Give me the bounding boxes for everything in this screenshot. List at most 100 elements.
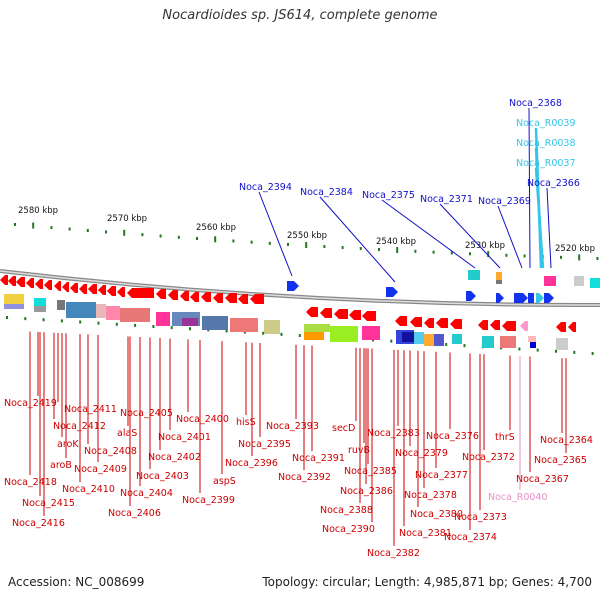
gene-label[interactable]: Noca_2392 [278, 472, 331, 483]
gene-label[interactable]: Noca_2412 [53, 421, 106, 432]
gene-label[interactable]: Noca_2383 [367, 428, 420, 439]
gene-label[interactable]: Noca_2379 [395, 448, 448, 459]
gene-label[interactable]: Noca_2382 [367, 548, 420, 559]
domain-box[interactable] [57, 300, 65, 310]
domain-box[interactable] [402, 332, 414, 342]
gene-label[interactable]: Noca_2372 [462, 452, 515, 463]
gene-arrow[interactable] [117, 287, 125, 297]
gene-label[interactable]: Noca_2410 [62, 484, 115, 495]
gene-arrow[interactable] [502, 321, 516, 331]
domain-box[interactable] [34, 298, 46, 308]
domain-box[interactable] [482, 336, 494, 348]
domain-box[interactable] [574, 276, 584, 286]
domain-box[interactable] [120, 308, 150, 322]
gene-label[interactable]: Noca_2365 [534, 455, 587, 466]
gene-arrow[interactable] [16, 277, 25, 287]
gene-arrow[interactable] [98, 285, 106, 295]
gene-arrow[interactable] [127, 288, 154, 298]
gene-label[interactable]: Noca_2366 [527, 178, 580, 189]
gene-arrow[interactable] [395, 316, 407, 326]
gene-arrow[interactable] [26, 278, 34, 288]
domain-box[interactable] [230, 318, 258, 332]
gene-label[interactable]: secD [332, 423, 355, 434]
gene-label[interactable]: Noca_2409 [74, 464, 127, 475]
gene-arrow[interactable] [180, 291, 189, 301]
gene-arrow[interactable] [88, 284, 97, 294]
gene-label[interactable]: Noca_R0040 [488, 492, 548, 503]
gene-label[interactable]: Noca_2373 [454, 512, 507, 523]
gene-label[interactable]: Noca_2385 [344, 466, 397, 477]
gene-label[interactable]: ruvB [348, 445, 370, 456]
gene-labels[interactable]: Noca_2368 Noca_R0039 Noca_R0038 Noca_R0037 N… [4, 98, 593, 559]
domain-box[interactable] [434, 334, 444, 346]
gene-label[interactable]: Noca_2406 [108, 508, 161, 519]
gene-arrow[interactable] [496, 293, 504, 303]
gene-arrow[interactable] [44, 280, 52, 290]
gene-arrow[interactable] [0, 275, 8, 285]
domain-box[interactable] [590, 278, 600, 288]
domain-box[interactable] [500, 336, 516, 348]
domain-box[interactable] [468, 270, 480, 280]
gene-label[interactable]: Noca_2393 [266, 421, 319, 432]
gene-arrow[interactable] [250, 294, 264, 304]
rna-arrow[interactable] [520, 321, 528, 331]
domain-box[interactable] [4, 304, 24, 309]
gene-label[interactable]: Noca_2415 [22, 498, 75, 509]
domain-box[interactable] [452, 334, 462, 344]
gene-label[interactable]: Noca_2390 [322, 524, 375, 535]
gene-arrow[interactable] [544, 293, 554, 303]
gene-label[interactable]: Noca_2396 [225, 458, 278, 469]
gene-label[interactable]: Noca_2399 [182, 495, 235, 506]
gene-arrow[interactable] [62, 282, 69, 292]
domain-box[interactable] [496, 280, 502, 284]
gene-arrow[interactable] [70, 283, 78, 293]
rna-arrow[interactable] [536, 293, 544, 303]
gene-arrow[interactable] [424, 318, 434, 328]
domain-box[interactable] [544, 276, 556, 286]
domain-box[interactable] [304, 324, 330, 332]
gene-label[interactable]: aroK [57, 439, 79, 450]
gene-label[interactable]: Noca_2402 [148, 452, 201, 463]
gene-arrow[interactable] [514, 293, 520, 303]
gene-arrow[interactable] [466, 291, 476, 301]
gene-arrow[interactable] [201, 292, 211, 302]
domain-box[interactable] [424, 334, 434, 346]
gene-label[interactable]: Noca_2371 [420, 194, 473, 205]
domain-box[interactable] [556, 338, 568, 350]
gene-arrow[interactable] [156, 289, 166, 299]
domain-box[interactable] [34, 306, 46, 312]
gene-label[interactable]: Noca_2394 [239, 182, 292, 193]
gene-arrow[interactable] [107, 286, 116, 296]
domain-box[interactable] [264, 320, 280, 334]
gene-label[interactable]: Noca_2374 [444, 532, 497, 543]
gene-label[interactable]: Noca_2408 [84, 446, 137, 457]
gene-arrow[interactable] [334, 309, 348, 319]
gene-arrow[interactable] [436, 318, 448, 328]
domain-box[interactable] [362, 326, 380, 340]
domain-box[interactable] [66, 302, 96, 318]
gene-label[interactable]: Noca_R0037 [516, 158, 576, 169]
gene-arrow[interactable] [528, 293, 534, 303]
gene-arrow[interactable] [490, 320, 500, 330]
gene-label[interactable]: aroB [50, 460, 72, 471]
gene-label[interactable]: Noca_2367 [516, 474, 569, 485]
gene-arrow[interactable] [54, 281, 61, 291]
gene-label[interactable]: Noca_2401 [158, 432, 211, 443]
gene-arrow[interactable] [213, 293, 223, 303]
domain-box[interactable] [304, 332, 324, 340]
domain-box[interactable] [96, 304, 106, 318]
domain-box[interactable] [414, 332, 424, 344]
gene-label[interactable]: Noca_2375 [362, 190, 415, 201]
gene-label[interactable]: alaS [117, 428, 137, 439]
gene-label[interactable]: Noca_2404 [120, 488, 173, 499]
gene-label[interactable]: Noca_2418 [4, 477, 57, 488]
domain-box[interactable] [4, 294, 24, 304]
gene-arrow[interactable] [320, 308, 332, 318]
gene-label[interactable]: Noca_2405 [120, 408, 173, 419]
gene-label[interactable]: Noca_2419 [4, 398, 57, 409]
gene-label[interactable]: Noca_2400 [176, 414, 229, 425]
gene-label[interactable]: Noca_2369 [478, 196, 531, 207]
gene-features[interactable] [0, 270, 600, 350]
gene-arrow[interactable] [79, 284, 87, 294]
gene-arrow[interactable] [520, 293, 528, 303]
